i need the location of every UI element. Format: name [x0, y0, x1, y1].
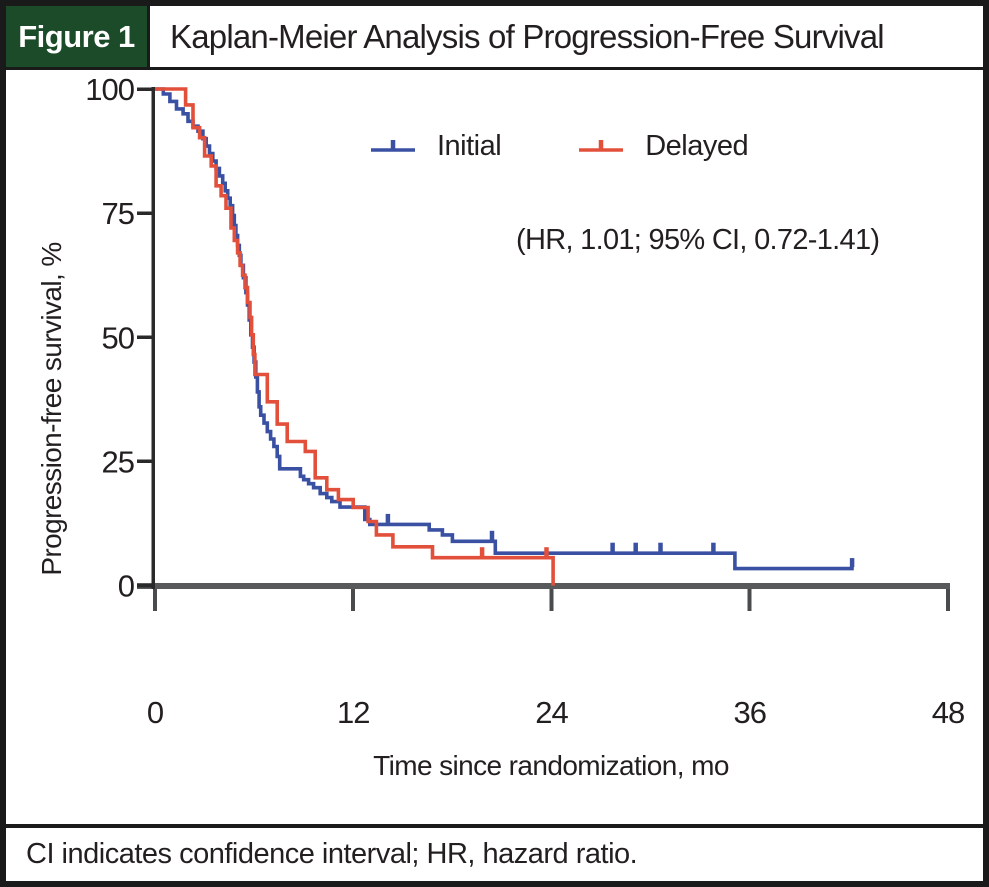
x-tick-label: 0: [147, 695, 164, 730]
y-tick-label: 75: [102, 196, 134, 231]
y-axis-title: Progression-free survival, %: [36, 242, 67, 576]
y-tick-label: 100: [85, 72, 134, 107]
y-tick-label: 0: [118, 569, 135, 604]
figure-footnote: CI indicates confidence interval; HR, ha…: [6, 824, 983, 881]
legend-delayed-line-icon: [579, 139, 624, 152]
km-chart-area: 0 12 24 36 48 100 75 50 25 0 Initial Delayed (HR,…: [6, 70, 983, 824]
x-tick-label: 48: [932, 695, 964, 730]
y-tick-label: 50: [102, 320, 135, 355]
hazard-ratio-annotation: (HR, 1.01; 95% CI, 0.72-1.41): [516, 224, 880, 256]
x-tick-label: 24: [535, 695, 568, 730]
legend-initial-line-icon: [371, 139, 415, 152]
legend-delayed-label: Delayed: [645, 130, 749, 162]
legend-item-delayed: Delayed: [577, 130, 749, 163]
x-tick-label: 12: [337, 695, 369, 730]
y-tick-label: 25: [102, 444, 134, 479]
x-tick-label: 36: [733, 695, 765, 730]
figure-number-badge: Figure 1: [6, 6, 150, 67]
x-axis-title: Time since randomization, mo: [373, 750, 729, 781]
km-survival-chart: 0 12 24 36 48 100 75 50 25 0: [85, 72, 965, 730]
km-curve-delayed: [155, 87, 555, 586]
legend-initial-label: Initial: [437, 130, 502, 162]
figure-header: Figure 1 Kaplan-Meier Analysis of Progre…: [6, 6, 983, 70]
legend: Initial Delayed: [369, 130, 749, 163]
legend-item-initial: Initial: [369, 130, 502, 163]
figure-title: Kaplan-Meier Analysis of Progression-Fre…: [170, 17, 885, 55]
